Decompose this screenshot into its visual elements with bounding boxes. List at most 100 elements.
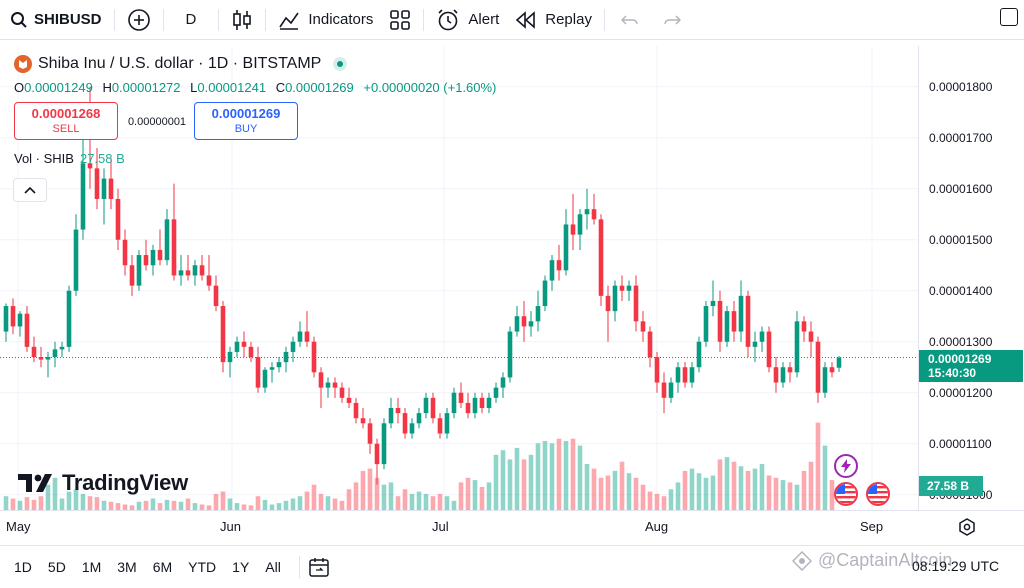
range-1d-button[interactable]: 1D: [14, 559, 32, 575]
volume-bar: [570, 438, 576, 510]
volume-bar: [290, 498, 296, 510]
earnings-event-icon[interactable]: [834, 454, 858, 478]
goto-date-icon[interactable]: [308, 556, 330, 578]
replay-button[interactable]: Replay: [507, 0, 600, 40]
candle-body: [661, 382, 667, 398]
buy-price: 0.00001269: [211, 106, 281, 121]
candle-body: [227, 351, 233, 363]
candle-body: [122, 239, 128, 266]
volume-legend[interactable]: Vol · SHIB 27.58 B: [14, 151, 125, 166]
volume-bar: [325, 496, 331, 510]
alert-label: Alert: [468, 11, 500, 28]
us-economic-event-icon[interactable]: [866, 482, 890, 506]
candle-body: [353, 402, 359, 419]
volume-bar: [731, 461, 737, 510]
volume-bar: [311, 484, 317, 510]
volume-bar: [171, 500, 177, 510]
candle-body: [528, 321, 534, 327]
time-scale[interactable]: May Jun Jul Aug Sep: [0, 510, 1024, 540]
candle-body: [101, 178, 107, 199]
chart-pane[interactable]: [0, 46, 918, 510]
sell-button[interactable]: 0.00001268 SELL: [14, 102, 118, 140]
candle-body: [164, 219, 170, 261]
volume-bar: [493, 454, 499, 510]
volume-bar: [724, 457, 730, 510]
range-6m-button[interactable]: 6M: [152, 559, 173, 575]
indicators-button[interactable]: Indicators: [270, 0, 381, 40]
candle-body: [206, 275, 212, 286]
price-tick-label: 0.00001600: [929, 181, 993, 196]
alert-button[interactable]: Alert: [428, 0, 507, 40]
candle-body: [619, 285, 625, 291]
chart-legend-title[interactable]: Shiba Inu / U.S. dollar · 1D · BITSTAMP: [14, 55, 348, 73]
collapse-legend-button[interactable]: [13, 178, 47, 202]
undo-button[interactable]: [609, 0, 651, 40]
indicators-label: Indicators: [308, 11, 374, 28]
volume-bar: [262, 499, 268, 510]
volume-bar: [129, 505, 135, 510]
top-toolbar: SHIBUSD D Indicators Alert Replay: [0, 0, 1024, 40]
candle-body: [836, 357, 842, 368]
range-ytd-button[interactable]: YTD: [188, 559, 217, 575]
gear-icon[interactable]: [958, 518, 976, 536]
volume-bar: [360, 470, 366, 510]
candle-body: [626, 285, 632, 291]
candle-body: [584, 209, 590, 215]
volume-bar: [332, 498, 338, 510]
utc-clock[interactable]: 08:19:29 UTC: [912, 558, 1000, 574]
time-label: May: [6, 519, 31, 534]
toolbar-divider: [113, 8, 115, 31]
volume-bar: [689, 468, 695, 510]
candle-body: [269, 367, 275, 370]
volume-bar: [374, 477, 380, 510]
buy-button[interactable]: 0.00001269 BUY: [194, 102, 298, 140]
range-all-button[interactable]: All: [265, 559, 281, 575]
volume-bar: [584, 464, 590, 510]
range-1m-button[interactable]: 1M: [81, 559, 102, 575]
volume-bar: [549, 443, 555, 510]
candle-body: [171, 219, 177, 276]
symbol-label: SHIBUSD: [34, 11, 102, 28]
volume-bar: [3, 496, 9, 510]
volume-bar: [255, 496, 261, 510]
candle-body: [535, 306, 541, 322]
volume-bar: [773, 477, 779, 510]
layout-button[interactable]: [381, 0, 419, 40]
interval-button[interactable]: D: [168, 0, 215, 40]
symbol-search-button[interactable]: SHIBUSD: [0, 0, 110, 40]
volume-bar: [766, 475, 772, 510]
candle-body: [514, 316, 520, 332]
candle-body: [542, 280, 548, 307]
compare-button[interactable]: [119, 0, 159, 40]
tradingview-logo[interactable]: TradingView: [18, 470, 188, 496]
chevron-up-icon: [24, 186, 36, 194]
candle-body: [731, 311, 737, 332]
volume-bar: [24, 497, 30, 510]
candle-body: [430, 397, 436, 419]
volume-bar: [465, 477, 471, 510]
fullscreen-icon[interactable]: [1000, 8, 1018, 26]
candle-body: [255, 357, 261, 388]
range-3m-button[interactable]: 3M: [117, 559, 137, 575]
volume-scale-label: 27.58 B: [919, 476, 983, 496]
volume-bar: [542, 441, 548, 510]
volume-bar: [416, 491, 422, 510]
candle-body: [472, 397, 478, 414]
redo-button[interactable]: [651, 0, 693, 40]
chart-type-button[interactable]: [223, 0, 261, 40]
volume-bar: [507, 459, 513, 510]
range-1y-button[interactable]: 1Y: [232, 559, 250, 575]
candle-body: [703, 306, 709, 342]
candle-body: [689, 367, 695, 383]
volume-bar: [220, 491, 226, 510]
candle-body: [654, 357, 660, 383]
range-5d-button[interactable]: 5D: [47, 559, 66, 575]
us-economic-event-icon[interactable]: [834, 482, 858, 506]
us-flag-icon: [836, 484, 856, 504]
volume-bar: [612, 470, 618, 510]
candlestick-chart[interactable]: [0, 46, 918, 510]
volume-bar: [696, 473, 702, 510]
price-scale[interactable]: 0.00001800 0.00001700 0.00001600 0.00001500…: [918, 46, 1024, 510]
redo-icon: [664, 14, 681, 25]
market-open-status-icon: [333, 57, 348, 71]
